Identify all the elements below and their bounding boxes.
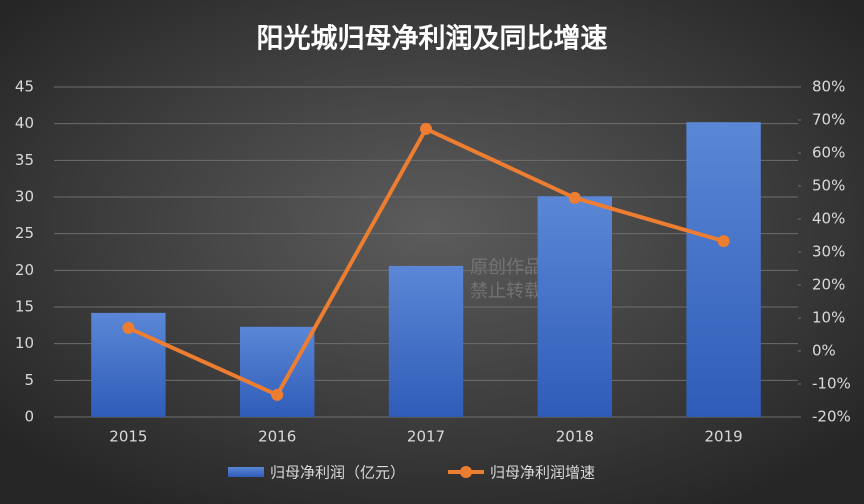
y-tick-label: 0 xyxy=(24,408,34,426)
y2-tick-label: 20% xyxy=(812,276,845,294)
watermark: 原创作品 xyxy=(470,257,542,278)
bar xyxy=(240,326,315,417)
bar xyxy=(388,265,464,417)
y2-tick-label: 40% xyxy=(812,210,845,228)
y2-tick-label: 0% xyxy=(812,342,836,360)
line-marker xyxy=(420,122,432,135)
bar xyxy=(686,122,761,417)
x-tick-label: 2015 xyxy=(109,428,147,446)
x-tick-label: 2017 xyxy=(407,428,445,446)
y-tick-label: 20 xyxy=(15,261,34,279)
chart-title: 阳光城归母净利润及同比增速 xyxy=(257,23,608,55)
y-tick-label: 25 xyxy=(15,224,34,242)
x-tick-label: 2016 xyxy=(258,428,296,446)
y2-tick-label: 70% xyxy=(812,111,845,129)
y2-tick-label: 30% xyxy=(812,243,845,261)
legend-label: 归母净利润增速 xyxy=(490,464,595,482)
y2-tick-label: -10% xyxy=(812,375,851,393)
y2-tick-label: 50% xyxy=(812,177,845,195)
y-tick-label: 15 xyxy=(15,298,34,316)
line-marker xyxy=(122,321,135,334)
y2-tick-label: -20% xyxy=(812,408,851,426)
line-marker xyxy=(568,191,581,204)
line-marker xyxy=(717,235,730,248)
line-marker xyxy=(271,388,284,401)
y-tick-label: 5 xyxy=(24,371,34,389)
y-tick-label: 35 xyxy=(15,151,34,169)
y2-tick-label: 80% xyxy=(812,78,845,96)
y-tick-label: 45 xyxy=(15,78,34,96)
y2-tick-label: 10% xyxy=(812,309,845,327)
legend-label: 归母净利润（亿元） xyxy=(270,464,405,482)
bar xyxy=(537,196,612,417)
y-tick-label: 30 xyxy=(15,188,34,206)
y-tick-label: 10 xyxy=(15,334,34,352)
x-tick-label: 2018 xyxy=(556,428,594,446)
legend-swatch xyxy=(228,467,264,477)
x-tick-label: 2019 xyxy=(705,428,743,446)
y2-tick-label: 60% xyxy=(812,144,845,162)
legend-swatch xyxy=(460,466,472,478)
watermark: 禁止转载 xyxy=(470,281,542,302)
y-tick-label: 40 xyxy=(15,114,34,132)
